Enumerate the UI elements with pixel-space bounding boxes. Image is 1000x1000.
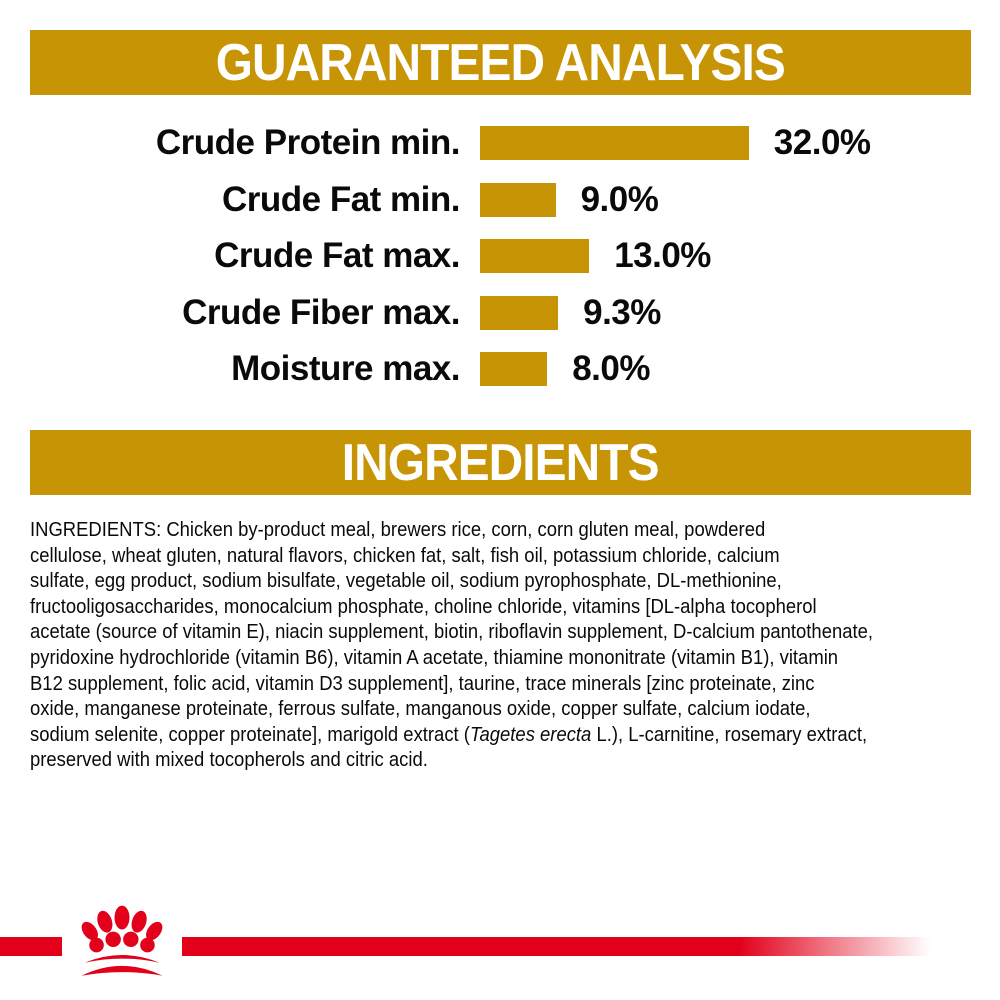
analysis-bar (480, 239, 590, 274)
analysis-row-crude-fat-max: Crude Fat max. 13.0% (30, 228, 971, 285)
ingredients-line-post: L.), L-carnitine, rosemary extract, (591, 722, 868, 746)
ingredients-title: INGREDIENTS (342, 433, 660, 492)
analysis-value: 9.0% (580, 179, 659, 219)
ingredients-line: oxide, manganese proteinate, ferrous sul… (30, 697, 811, 721)
analysis-bar (480, 352, 548, 387)
ingredients-header: INGREDIENTS (30, 430, 971, 495)
analysis-label: Crude Fat min. (221, 179, 461, 219)
analysis-bar (480, 295, 559, 330)
ingredients-line: acetate (source of vitamin E), niacin su… (30, 620, 873, 644)
ingredients-line: preserved with mixed tocopherols and cit… (30, 748, 428, 772)
analysis-label: Crude Fiber max. (182, 292, 460, 332)
analysis-bar (480, 182, 556, 217)
red-brand-stripe (0, 937, 935, 956)
brand-logo-box (62, 899, 182, 986)
analysis-value: 13.0% (614, 236, 711, 276)
analysis-value: 8.0% (572, 349, 650, 389)
ingredients-line: fructooligosaccharides, monocalcium phos… (30, 594, 817, 618)
ingredients-line-pre: sodium selenite, copper proteinate], mar… (30, 722, 470, 746)
analysis-row-crude-protein-min: Crude Protein min. 32.0% (30, 115, 971, 172)
analysis-row-moisture-max: Moisture max. 8.0% (30, 341, 971, 398)
analysis-row-crude-fiber-max: Crude Fiber max. 9.3% (30, 285, 971, 342)
analysis-value: 9.3% (583, 292, 661, 332)
analysis-value: 32.0% (773, 123, 871, 163)
guaranteed-analysis-header: GUARANTEED ANALYSIS (30, 30, 971, 95)
ingredients-line: cellulose, wheat gluten, natural flavors… (30, 543, 780, 567)
royal-canin-crown-paw-icon (81, 905, 163, 976)
analysis-label: Moisture max. (231, 349, 460, 389)
analysis-label: Crude Protein min. (155, 123, 461, 163)
ingredients-text: INGREDIENTS: Chicken by-product meal, br… (30, 517, 971, 773)
ingredients-line: sulfate, egg product, sodium bisulfate, … (30, 569, 782, 593)
ingredients-line-with-latin-name: sodium selenite, copper proteinate], mar… (30, 722, 877, 748)
analysis-row-crude-fat-min: Crude Fat min. 9.0% (30, 172, 971, 229)
analysis-label: Crude Fat max. (214, 236, 460, 276)
ingredients-line: B12 supplement, folic acid, vitamin D3 s… (30, 671, 815, 695)
guaranteed-analysis-chart: Crude Protein min. 32.0% Crude Fat min. … (30, 115, 971, 398)
ingredients-line: pyridoxine hydrochloride (vitamin B6), v… (30, 645, 839, 669)
latin-species-name: Tagetes erecta (469, 722, 592, 746)
ingredients-line: INGREDIENTS: Chicken by-product meal, br… (30, 518, 766, 541)
analysis-bar (480, 126, 749, 161)
guaranteed-analysis-title: GUARANTEED ANALYSIS (215, 33, 786, 92)
